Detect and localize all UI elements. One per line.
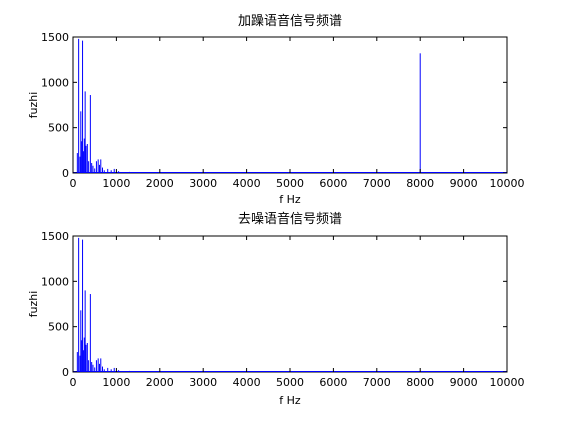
x-tick-label: 1000 (102, 177, 130, 190)
x-axis-label: f Hz (279, 193, 301, 206)
y-tick-label: 1500 (41, 230, 69, 243)
x-tick-label: 8000 (406, 376, 434, 389)
x-tick-label: 5000 (276, 376, 304, 389)
x-tick-label: 6000 (319, 177, 347, 190)
y-tick-label: 1000 (41, 76, 69, 89)
x-tick-label: 5000 (276, 177, 304, 190)
x-tick-label: 7000 (363, 376, 391, 389)
x-tick-label: 10000 (490, 177, 525, 190)
y-tick-label: 1000 (41, 275, 69, 288)
y-axis-ticks: 0 500 1000 1500 (41, 31, 507, 180)
y-tick-label: 0 (62, 167, 69, 180)
x-tick-label: 10000 (490, 376, 525, 389)
chart-title: 加躁语音信号频谱 (238, 13, 342, 29)
x-tick-label: 4000 (233, 177, 261, 190)
y-tick-label: 500 (48, 321, 69, 334)
x-tick-label: 0 (70, 177, 77, 190)
x-axis-ticks: 0 1000 2000 3000 4000 5000 6000 7000 8000 9000 100… (70, 236, 525, 389)
x-tick-label: 4000 (233, 376, 261, 389)
x-tick-label: 9000 (450, 177, 478, 190)
spectrum-marks (73, 38, 507, 173)
y-axis-ticks: 0 500 1000 1500 (41, 230, 507, 379)
panel-noisy-spectrum: 加躁语音信号频谱 0 1000 2000 3000 4000 5000 6000 7000 80… (27, 13, 525, 206)
y-tick-label: 500 (48, 122, 69, 135)
chart-title: 去噪语音信号频谱 (238, 211, 342, 227)
x-tick-label: 8000 (406, 177, 434, 190)
x-tick-label: 9000 (450, 376, 478, 389)
y-axis-label: fuzhi (27, 92, 40, 119)
x-tick-label: 3000 (189, 177, 217, 190)
x-tick-label: 0 (70, 376, 77, 389)
x-tick-label: 1000 (102, 376, 130, 389)
plot-area (72, 235, 508, 373)
plot-area (72, 36, 508, 174)
x-axis-label: f Hz (279, 394, 301, 407)
x-tick-label: 7000 (363, 177, 391, 190)
x-tick-label: 3000 (189, 376, 217, 389)
x-tick-label: 2000 (146, 177, 174, 190)
x-tick-label: 2000 (146, 376, 174, 389)
x-tick-label: 6000 (319, 376, 347, 389)
panel-denoised-spectrum: 去噪语音信号频谱 0 1000 2000 3000 4000 5000 6000 7000 80… (27, 211, 525, 407)
y-axis-label: fuzhi (27, 291, 40, 318)
x-axis-ticks: 0 1000 2000 3000 4000 5000 6000 7000 8000 9000 100… (70, 37, 525, 190)
y-tick-label: 1500 (41, 31, 69, 44)
y-tick-label: 0 (62, 366, 69, 379)
